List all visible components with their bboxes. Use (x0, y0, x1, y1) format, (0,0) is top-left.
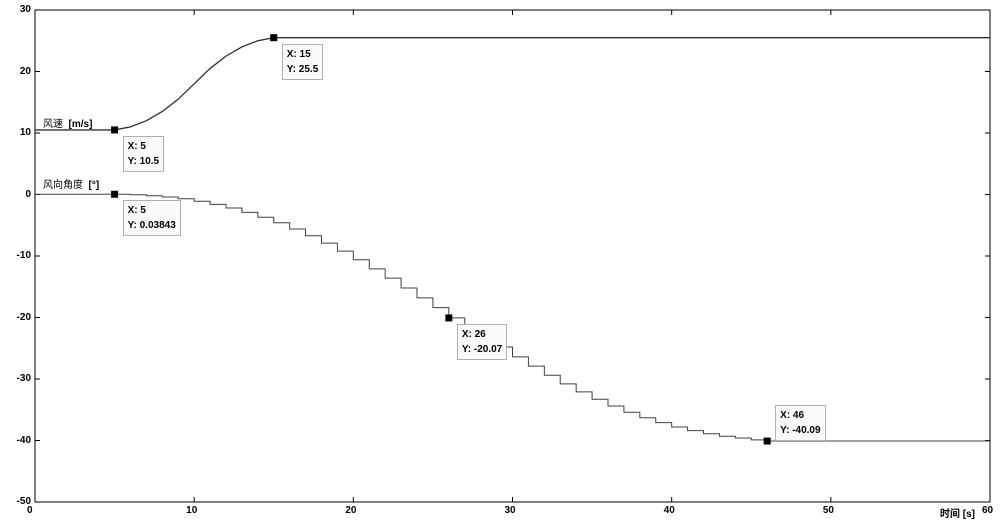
datatip-line-x: X: 5 (128, 203, 176, 218)
x-tick-label: 40 (664, 505, 675, 516)
datatip-line-x: X: 46 (780, 408, 820, 423)
x-tick-label: 10 (186, 505, 197, 516)
chart-plot (0, 0, 1000, 522)
x-tick-label: 20 (345, 505, 356, 516)
y-tick-label: -40 (17, 435, 31, 446)
datatip-line-y: Y: -20.07 (462, 342, 502, 357)
x-tick-label: 30 (505, 505, 516, 516)
datatip-line-x: X: 26 (462, 327, 502, 342)
datatip-line-y: Y: -40.09 (780, 423, 820, 438)
y-tick-label: 0 (25, 189, 31, 200)
datatip-line-x: X: 5 (128, 139, 160, 154)
y-tick-label: 20 (20, 66, 31, 77)
datatip-line-x: X: 15 (287, 47, 319, 62)
y-tick-label: 10 (20, 127, 31, 138)
y-tick-label: 30 (20, 4, 31, 15)
datatip[interactable]: X: 5Y: 0.03843 (123, 200, 181, 236)
y-tick-label: -50 (17, 496, 31, 507)
x-axis-label: 时间 [s] (940, 505, 975, 520)
y-tick-label: -30 (17, 373, 31, 384)
y-tick-label: -10 (17, 250, 31, 261)
datatip[interactable]: X: 5Y: 10.5 (123, 136, 165, 172)
datatip-line-y: Y: 25.5 (287, 62, 319, 77)
series-label: 风速 [m/s] (43, 115, 92, 130)
x-tick-label: 60 (982, 505, 993, 516)
datatip[interactable]: X: 26Y: -20.07 (457, 324, 507, 360)
datatip[interactable]: X: 46Y: -40.09 (775, 405, 825, 441)
datatip-line-y: Y: 0.03843 (128, 218, 176, 233)
x-tick-label: 50 (823, 505, 834, 516)
y-tick-label: -20 (17, 312, 31, 323)
datatip[interactable]: X: 15Y: 25.5 (282, 44, 324, 80)
chart-container: 0102030405060-50-40-30-20-100102030时间 [s… (0, 0, 1000, 522)
series-label: 风向角度 [°] (43, 176, 99, 191)
datatip-line-y: Y: 10.5 (128, 154, 160, 169)
